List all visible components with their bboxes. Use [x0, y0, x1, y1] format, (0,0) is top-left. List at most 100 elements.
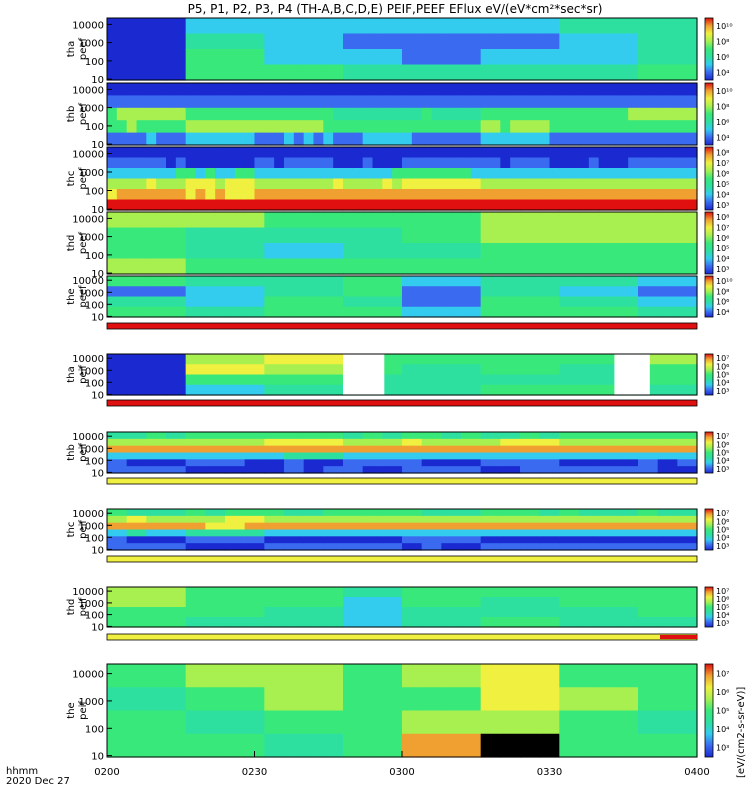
spectrogram-cell: [195, 107, 206, 121]
spectrogram-cell: [539, 529, 560, 537]
spectrogram-cell: [539, 452, 560, 460]
spectrogram-cell: [490, 132, 501, 146]
spectrogram-cell: [441, 49, 462, 66]
x-tick-label: 0230: [242, 767, 267, 778]
spectrogram-cell: [598, 132, 610, 146]
spectrogram-cell: [284, 438, 305, 447]
spectrogram-cell: [461, 509, 482, 517]
spectrogram-cell: [146, 199, 157, 211]
spectrogram-cell: [205, 33, 226, 50]
spectrogram-cell: [225, 286, 246, 298]
spectrogram-cell: [244, 83, 256, 96]
spectrogram-cell: [441, 33, 462, 50]
spectrogram-cell: [687, 157, 698, 169]
spectrogram-cell: [146, 687, 167, 712]
spectrogram-cell: [559, 157, 570, 169]
spectrogram-cell: [107, 83, 118, 96]
spectrogram-cell: [166, 189, 177, 201]
spectrogram-cell: [185, 243, 206, 260]
spectrogram-cell: [107, 132, 118, 146]
spectrogram-cell: [166, 536, 187, 544]
spectrogram-cell: [362, 687, 383, 712]
spectrogram-cell: [313, 107, 324, 121]
spectrogram-cell: [215, 95, 226, 109]
spectrogram-cell: [382, 212, 403, 229]
spectrogram-cell: [657, 432, 678, 440]
spectrogram-cell: [205, 617, 226, 628]
spectrogram-cell: [480, 157, 492, 169]
spectrogram-cell: [195, 168, 206, 180]
spectrogram-cell: [608, 132, 619, 146]
spectrogram-cell: [323, 178, 334, 190]
spectrogram-cell: [205, 276, 226, 287]
spectrogram-cell: [146, 132, 157, 146]
spectrogram-cell: [293, 132, 305, 146]
spectrogram-cell: [569, 157, 580, 169]
spectrogram-cell: [461, 384, 482, 396]
panel-label-probe: thc: [66, 522, 77, 538]
spectrogram-cell: [421, 432, 442, 440]
spectrogram-cell: [579, 83, 590, 96]
spectrogram-cell: [166, 432, 187, 440]
spectrogram-cell: [362, 107, 374, 121]
spectrogram-cell: [303, 445, 324, 454]
spectrogram-cell: [500, 587, 521, 598]
spectrogram-cell: [185, 18, 206, 35]
spectrogram-cell: [588, 95, 600, 109]
spectrogram-cell: [608, 120, 619, 134]
spectrogram-cell: [343, 445, 364, 454]
spectrogram-cell: [234, 83, 246, 96]
spectrogram-cell: [510, 178, 521, 190]
panel-label-species: peif: [78, 520, 89, 539]
spectrogram-cell: [588, 178, 600, 190]
spectrogram-cell: [421, 286, 442, 298]
spectrogram-cell: [333, 189, 344, 201]
colorbar: [704, 146, 714, 211]
spectrogram-cell: [677, 587, 698, 598]
spectrogram-cell: [136, 132, 147, 146]
spectrogram-cell: [303, 83, 315, 96]
spectrogram-cell: [107, 597, 128, 608]
spectrogram-cell: [126, 515, 147, 524]
spectrogram-cell: [284, 64, 305, 81]
spectrogram-cell: [402, 438, 423, 447]
spectrogram-cell: [441, 95, 452, 109]
spectrogram-cell: [480, 147, 492, 159]
spectrogram-cell: [598, 64, 619, 81]
spectrogram-cell: [244, 617, 265, 628]
spectrogram-cell: [333, 147, 344, 159]
spectrogram-cell: [303, 432, 324, 440]
spectrogram-cell: [333, 83, 344, 96]
spectrogram-cell: [598, 664, 619, 688]
spectrogram-cell: [411, 168, 423, 180]
spectrogram-cell: [244, 445, 265, 454]
spectrogram-cell: [480, 466, 501, 474]
spectrogram-cell: [470, 95, 482, 109]
spectrogram-cell: [461, 64, 482, 81]
spectrogram-cell: [559, 18, 580, 35]
spectrogram-cell: [333, 199, 344, 211]
spectrogram-cell: [323, 536, 344, 544]
spectrogram-cell: [579, 296, 600, 308]
spectrogram-cell: [146, 306, 167, 318]
spectrogram-cell: [244, 522, 265, 531]
spectrogram-cell: [303, 199, 315, 211]
spectrogram-cell: [225, 466, 246, 474]
spectrogram-cell: [156, 107, 167, 121]
spectrogram-cell: [175, 107, 187, 121]
spectrogram-cell: [421, 597, 442, 608]
spectrogram-cell: [579, 607, 600, 618]
spectrogram-cell: [146, 157, 157, 169]
spectrogram-cell: [657, 384, 678, 396]
spectrogram-cell: [411, 83, 423, 96]
spectrogram-cell: [107, 607, 128, 618]
spectrogram-cell: [185, 33, 206, 50]
spectrogram-cell: [657, 95, 669, 109]
spectrogram-cell: [520, 607, 541, 618]
spectrogram-cell: [529, 178, 541, 190]
spectrogram-cell: [264, 617, 285, 628]
spectrogram-cell: [628, 107, 639, 121]
spectrogram-cell: [264, 543, 285, 551]
spectrogram-cell: [244, 607, 265, 618]
